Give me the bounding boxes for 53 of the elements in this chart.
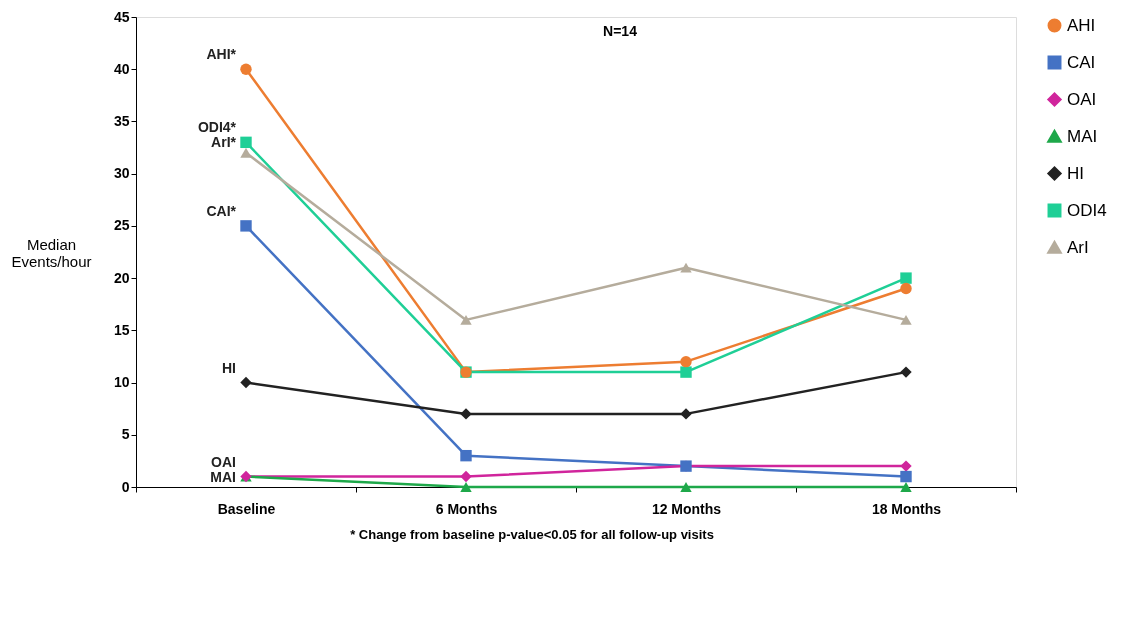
point [900,272,912,284]
legend-label: OAI [1067,89,1097,109]
point [240,147,252,158]
point [900,482,912,492]
point [680,262,692,273]
annotation: CAI* [206,202,237,219]
annotation: AHI* [206,46,237,63]
legend-label: ArI [1067,237,1089,257]
point [900,366,912,378]
y-tick-label: 0 [121,478,130,495]
y-tick-label: 5 [121,426,130,443]
point [240,63,252,75]
legend-label: ODI4 [1067,200,1107,220]
annotation: MAI [210,468,236,485]
point [240,136,252,149]
point [240,376,252,389]
x-tick-label: 6 Months [435,500,498,517]
point [240,220,252,232]
y-axis-title: Median Events/hour [11,235,92,270]
legend-label: CAI [1067,52,1096,72]
y-tick-label: 15 [113,321,130,338]
point [680,408,692,420]
annotation: OAI [211,453,236,470]
point [680,482,692,492]
legend-label: AHI [1067,15,1096,35]
point [460,314,472,325]
annotation: ODI4* [197,119,237,136]
x-tick-label: 12 Months [651,500,722,517]
x-tick-label: 18 Months [871,500,942,517]
point [680,355,692,368]
y-tick-label: 35 [113,112,130,129]
text: * Change from baseline p-value<0.05 for all follow-up visits [350,527,714,542]
point [900,282,912,295]
point [460,470,472,483]
point [900,470,912,483]
y-tick-label: 20 [113,269,130,286]
point [460,408,472,420]
point [460,482,472,492]
y-tick-label: 25 [113,217,130,234]
y-tick-label: 45 [113,8,130,25]
annotation: HI [222,359,236,376]
annotation: ArI* [211,134,237,151]
x-tick-label: Baseline [217,500,276,517]
y-tick-label: 10 [113,374,130,391]
point [460,449,472,462]
point [900,460,912,472]
y-tick-label: 40 [113,60,130,77]
point [900,314,912,325]
y-tick-label: 30 [113,165,130,182]
annotation: N=14 [603,23,638,39]
point [680,366,692,378]
legend-label: HI [1067,163,1084,183]
legend-label: MAI [1067,126,1098,146]
